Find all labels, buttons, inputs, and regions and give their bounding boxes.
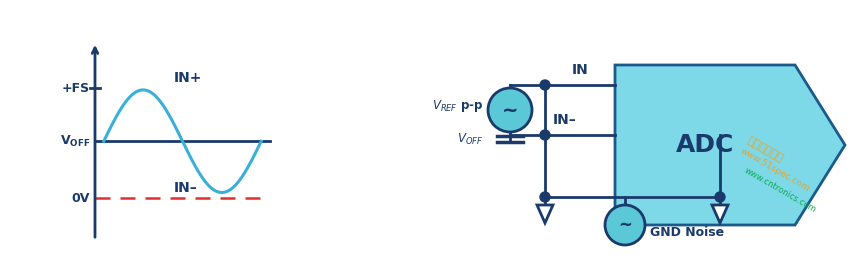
Text: $\mathbf{V_{OFF}}$: $\mathbf{V_{OFF}}$ xyxy=(59,134,90,149)
Circle shape xyxy=(605,205,645,245)
Circle shape xyxy=(540,80,550,90)
Text: ~: ~ xyxy=(501,100,519,120)
Text: IN–: IN– xyxy=(553,113,577,127)
Text: +FS: +FS xyxy=(62,82,90,94)
Text: www.cntronics.com: www.cntronics.com xyxy=(742,166,818,214)
Text: 环球电气之家: 环球电气之家 xyxy=(746,136,784,164)
Polygon shape xyxy=(537,205,553,223)
Circle shape xyxy=(540,130,550,140)
Text: IN: IN xyxy=(572,63,588,77)
Text: 0V: 0V xyxy=(71,192,90,205)
Text: GND Noise: GND Noise xyxy=(650,227,724,239)
Text: ~: ~ xyxy=(618,216,632,234)
Polygon shape xyxy=(712,205,728,223)
Text: ADC: ADC xyxy=(676,133,734,157)
Polygon shape xyxy=(615,65,845,225)
Circle shape xyxy=(540,192,550,202)
Text: $V_{OFF}$: $V_{OFF}$ xyxy=(457,131,483,147)
Text: IN–: IN– xyxy=(174,181,197,195)
Circle shape xyxy=(488,88,532,132)
Text: www.51spec.com: www.51spec.com xyxy=(739,146,811,194)
Text: $V_{REF}$ p-p: $V_{REF}$ p-p xyxy=(432,98,483,114)
Circle shape xyxy=(715,192,725,202)
Text: IN+: IN+ xyxy=(174,71,202,85)
